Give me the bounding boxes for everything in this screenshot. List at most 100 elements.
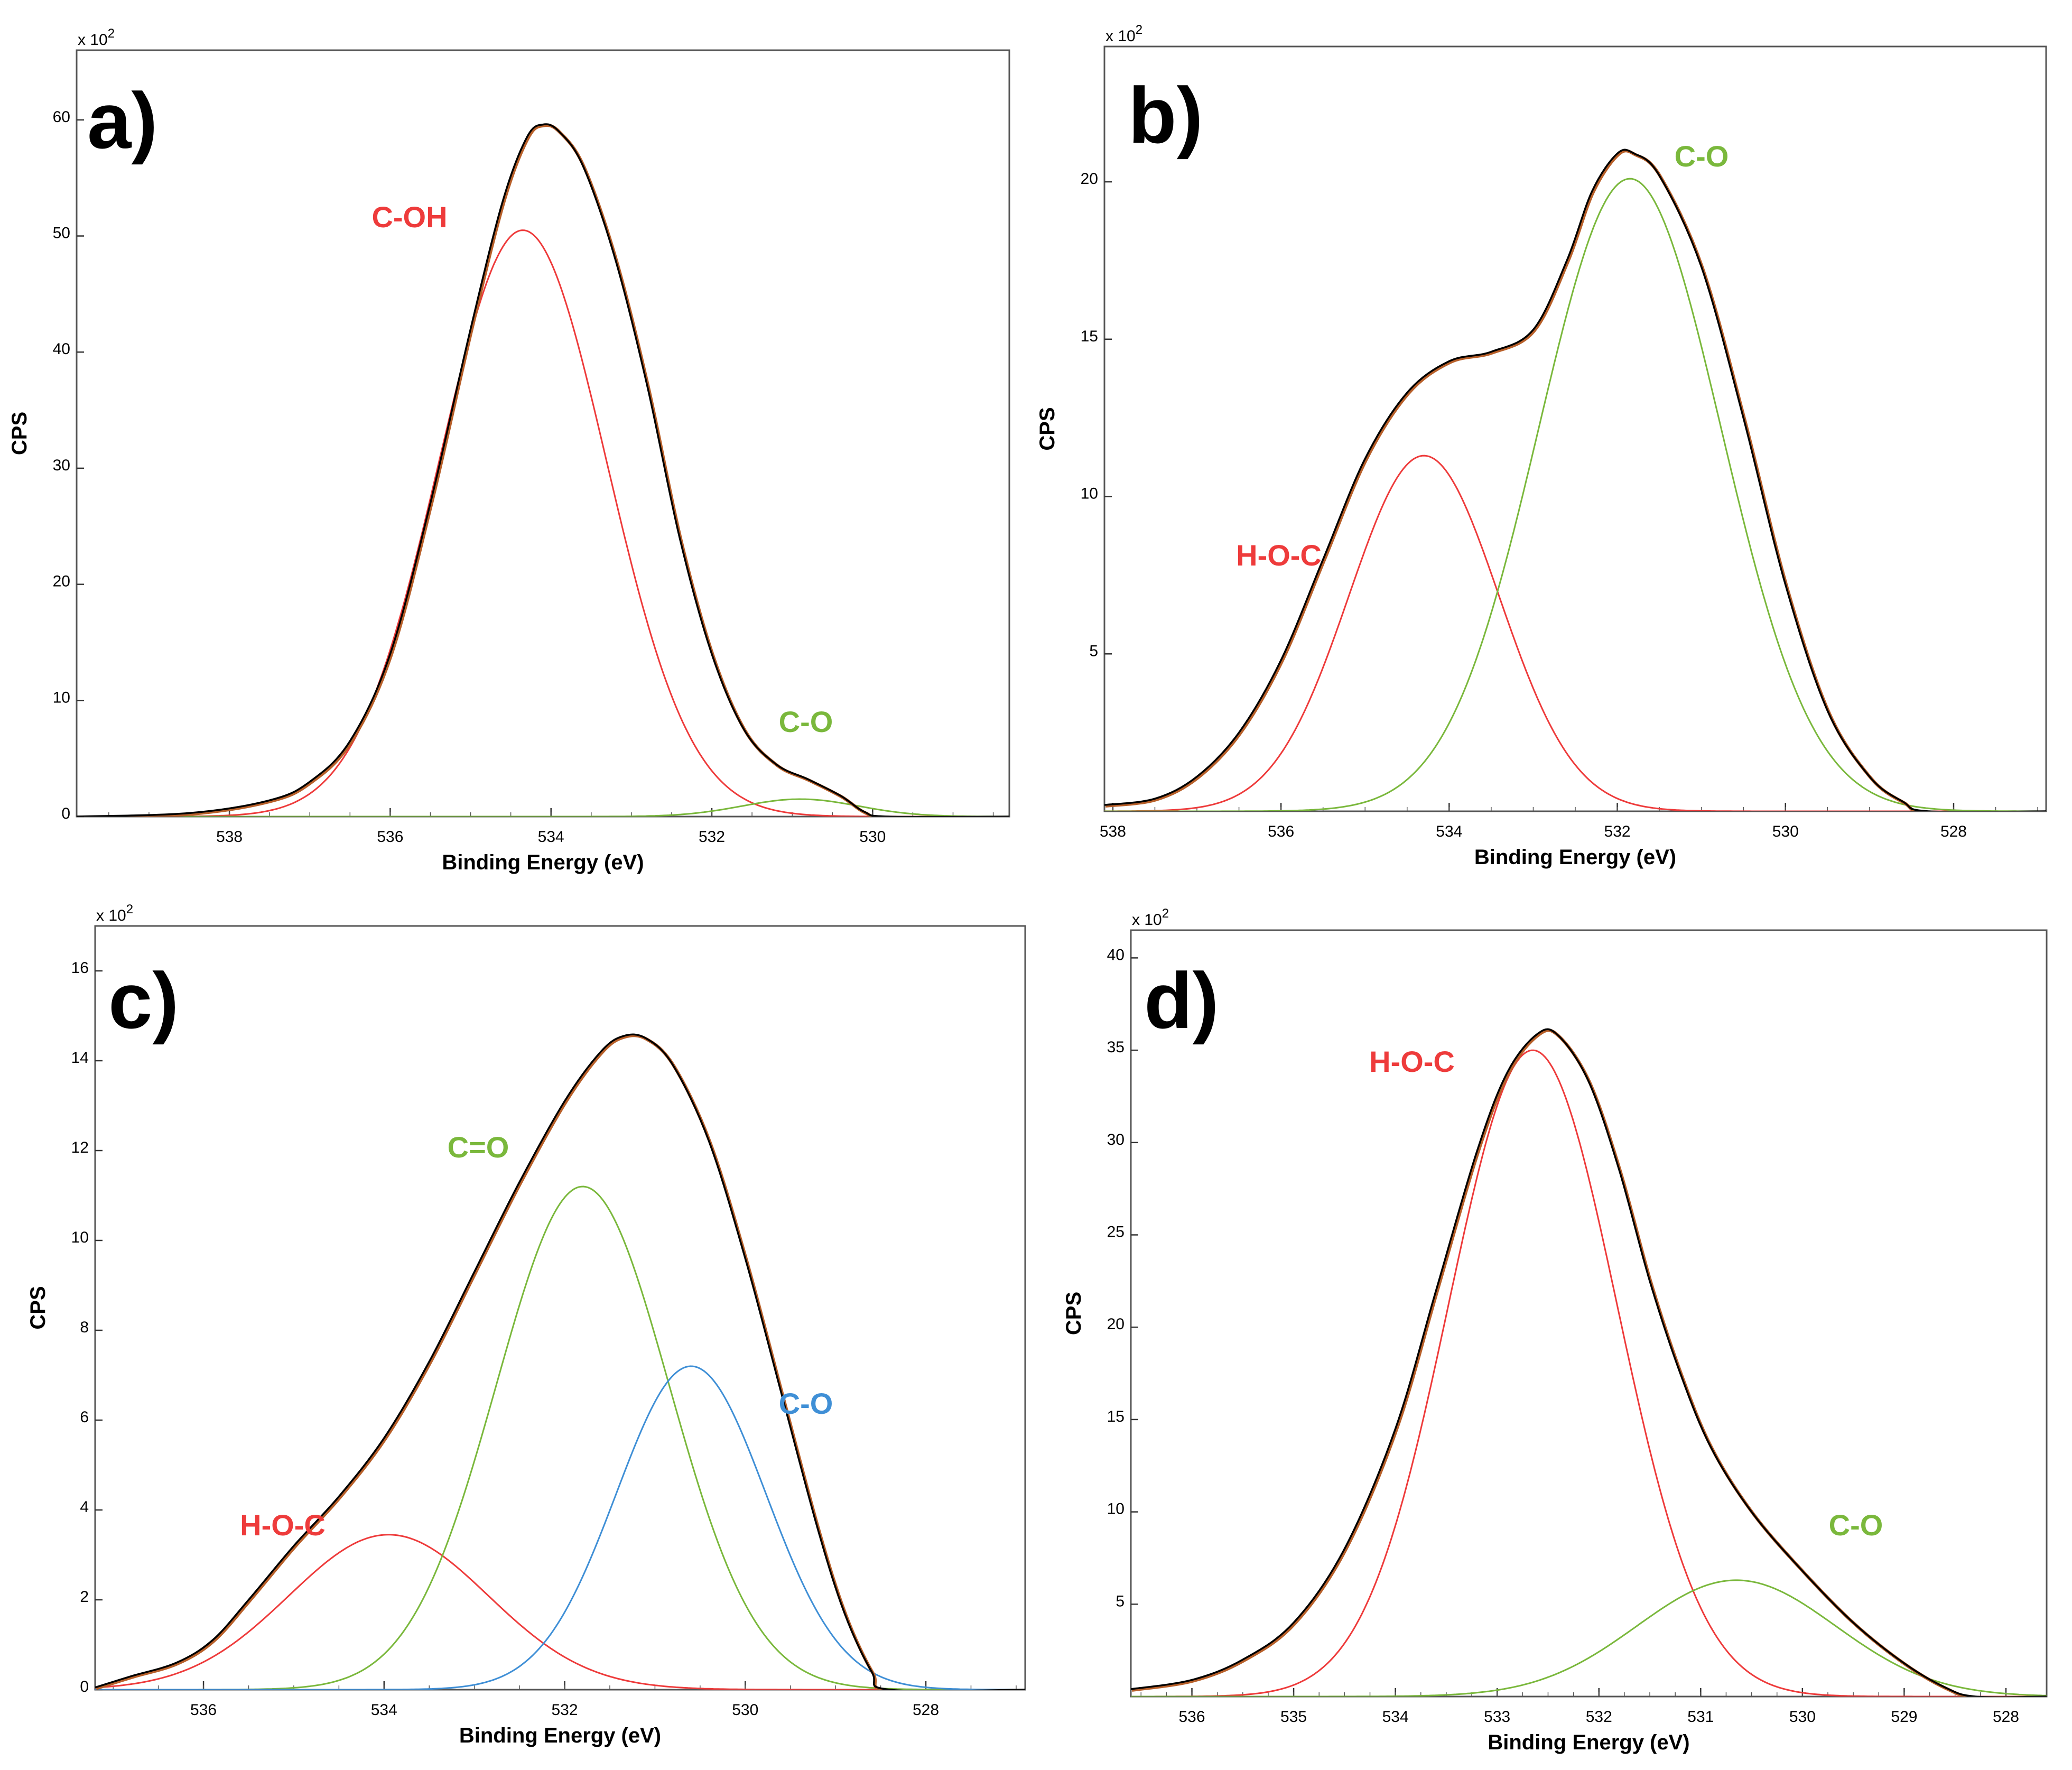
- y-tick-label: 35: [1107, 1039, 1125, 1056]
- scale-factor-label: x 102: [1105, 23, 1142, 45]
- component-curve-red: [77, 229, 1009, 817]
- peak-label-green: C-O: [1829, 1508, 1883, 1542]
- peak-label-green: C=O: [448, 1130, 509, 1164]
- measured-envelope-curve: [77, 123, 1009, 817]
- peak-label-red: C-OH: [371, 200, 447, 234]
- y-tick-label: 5: [1116, 1592, 1125, 1610]
- y-tick-label: 4: [80, 1498, 89, 1516]
- y-tick-label: 10: [1081, 485, 1098, 503]
- y-tick-label: 15: [1107, 1408, 1125, 1425]
- x-tick-label: 531: [1687, 1708, 1714, 1726]
- panel-label: d): [1144, 956, 1219, 1045]
- panel-label: c): [108, 956, 179, 1045]
- x-tick-label: 534: [538, 828, 564, 846]
- plot-frame: [94, 925, 1026, 1691]
- x-tick-label: 530: [732, 1701, 758, 1719]
- scale-base: x 10: [1105, 27, 1136, 45]
- x-axis-title: Binding Energy (eV): [1488, 1731, 1689, 1754]
- scale-exponent: 2: [1136, 23, 1142, 37]
- y-axis-title: CPS: [1036, 407, 1059, 450]
- y-tick-label: 40: [53, 340, 70, 358]
- component-curve-green: [1104, 178, 2046, 811]
- x-tick-label: 536: [190, 1701, 217, 1719]
- y-axis-title: CPS: [26, 1286, 50, 1329]
- scale-factor-label: x 102: [1132, 906, 1169, 929]
- x-tick-label: 536: [1268, 823, 1294, 840]
- y-axis-title: CPS: [8, 412, 31, 455]
- scale-base: x 10: [1132, 911, 1162, 929]
- peak-label-red: H-O-C: [1236, 539, 1322, 572]
- y-tick-label: 30: [1107, 1131, 1125, 1148]
- scale-exponent: 2: [108, 26, 115, 41]
- scale-exponent: 2: [1162, 906, 1169, 921]
- x-tick-label: 532: [1586, 1708, 1612, 1726]
- component-curve-red: [95, 1534, 1025, 1690]
- x-tick-label: 534: [371, 1701, 397, 1719]
- y-tick-label: 5: [1089, 642, 1098, 660]
- x-tick-label: 532: [1604, 823, 1631, 840]
- y-tick-label: 20: [53, 573, 70, 590]
- x-tick-label: 532: [699, 828, 725, 846]
- y-tick-label: 40: [1107, 946, 1125, 963]
- measured-envelope-curve: [95, 1033, 1025, 1690]
- x-tick-label: 538: [1100, 823, 1126, 840]
- scale-exponent: 2: [126, 902, 133, 916]
- scale-base: x 10: [78, 31, 108, 49]
- y-axis-title: CPS: [1062, 1292, 1085, 1335]
- x-tick-label: 538: [216, 828, 243, 846]
- x-tick-label: 534: [1382, 1708, 1409, 1726]
- x-axis-title: Binding Energy (eV): [442, 851, 644, 874]
- component-curve-red: [1131, 1049, 2047, 1697]
- x-tick-label: 530: [1789, 1708, 1816, 1726]
- x-tick-label: 536: [377, 828, 403, 846]
- peak-label-blue: C-O: [779, 1387, 833, 1420]
- x-tick-label: 528: [1940, 823, 1967, 840]
- component-curve-green: [1131, 1579, 2047, 1697]
- curve-group: [1104, 149, 2046, 811]
- peak-label-red: H-O-C: [240, 1508, 326, 1542]
- chart-panel-b: 538 536 534 532 530 528 5 10 15 20 Binding Energy …: [1036, 23, 2047, 869]
- curve-group: [77, 123, 1009, 817]
- x-axis-title: Binding Energy (eV): [1474, 846, 1676, 869]
- chart-panel-a: 538 536 534 532 530 0 10 20 30 40 50 60 Binding Ener…: [8, 26, 1010, 874]
- x-tick-label: 528: [1993, 1708, 2019, 1726]
- y-tick-label: 8: [80, 1319, 89, 1336]
- x-tick-label: 530: [1772, 823, 1799, 840]
- x-tick-label: 535: [1280, 1708, 1307, 1726]
- x-tick-label: 528: [913, 1701, 939, 1719]
- peak-label-red: H-O-C: [1369, 1045, 1455, 1078]
- scale-factor-label: x 102: [96, 902, 133, 924]
- measured-envelope-curve: [1104, 149, 2046, 811]
- y-tick-label: 10: [53, 689, 70, 706]
- plot-frame: [1130, 929, 2048, 1698]
- chart-panel-c: 536 534 532 530 528 0 2 4 6 8 10 12 14 16 Binding Ener…: [26, 902, 1026, 1747]
- y-tick-label: 0: [61, 805, 70, 822]
- x-tick-label: 536: [1179, 1708, 1205, 1726]
- scale-base: x 10: [96, 907, 126, 924]
- peak-label-green: C-O: [1675, 140, 1729, 173]
- y-tick-label: 6: [80, 1408, 89, 1426]
- x-tick-label: 532: [552, 1701, 578, 1719]
- y-tick-label: 2: [80, 1588, 89, 1606]
- x-tick-label: 529: [1891, 1708, 1917, 1726]
- y-tick-label: 10: [71, 1229, 89, 1246]
- curve-group: [95, 1033, 1025, 1690]
- panel-label: a): [87, 76, 157, 165]
- component-curve-red: [1104, 455, 2046, 811]
- y-tick-label: 60: [53, 108, 70, 126]
- curve-group: [1131, 1028, 2047, 1697]
- panel-label: b): [1128, 71, 1203, 160]
- x-axis-title: Binding Energy (eV): [459, 1724, 661, 1747]
- y-tick-label: 50: [53, 225, 70, 242]
- y-tick-label: 16: [71, 959, 89, 977]
- y-tick-label: 25: [1107, 1224, 1125, 1241]
- x-tick-label: 534: [1436, 823, 1462, 840]
- y-tick-label: 10: [1107, 1500, 1125, 1518]
- x-tick-label: 530: [859, 828, 886, 846]
- y-tick-label: 0: [80, 1678, 89, 1695]
- y-tick-label: 14: [71, 1049, 89, 1067]
- y-tick-label: 15: [1081, 328, 1098, 345]
- chart-panel-d: 536 535 534 533 532 531 530 529 528 5 10 15 20 25 30 35…: [1062, 906, 2048, 1754]
- measured-envelope-curve: [1131, 1028, 2047, 1697]
